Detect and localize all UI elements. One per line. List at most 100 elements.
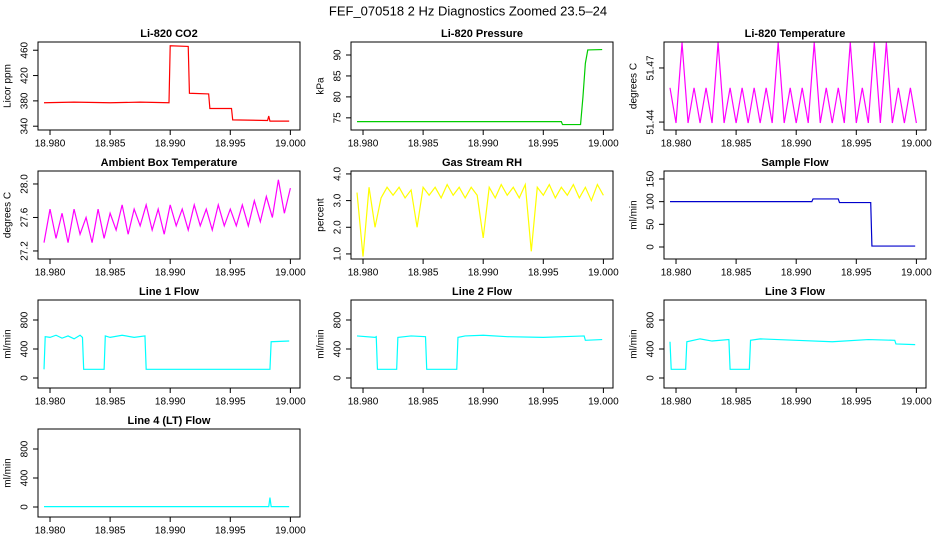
y-axis-label: degrees C: [3, 192, 14, 238]
y-tick-label: 800: [20, 440, 31, 457]
data-line: [356, 334, 603, 370]
plot-frame: [663, 299, 927, 389]
y-axis-label: kPa: [316, 77, 327, 95]
x-tick-label: 18.980: [35, 397, 66, 408]
y-axis-label: Licor ppm: [3, 64, 14, 108]
x-tick-label: 18.985: [95, 139, 126, 150]
plot-frame: [37, 170, 301, 260]
x-tick-label: 18.990: [155, 139, 186, 150]
x-tick-label: 18.985: [721, 397, 752, 408]
y-tick-label: 0: [20, 504, 31, 510]
x-tick-label: 18.985: [721, 268, 752, 279]
x-tick-label: 18.985: [95, 526, 126, 537]
x-tick-label: 18.995: [215, 139, 246, 150]
panel-title: Line 3 Flow: [765, 286, 825, 298]
x-tick-label: 19.000: [901, 268, 932, 279]
x-tick-label: 18.980: [348, 139, 379, 150]
x-tick-label: 18.995: [528, 397, 559, 408]
x-tick-label: 18.995: [528, 139, 559, 150]
x-tick-label: 19.000: [588, 397, 619, 408]
x-tick-label: 18.990: [468, 268, 499, 279]
x-tick-label: 18.980: [35, 526, 66, 537]
x-tick-label: 19.000: [588, 139, 619, 150]
x-tick-label: 18.990: [468, 397, 499, 408]
y-axis-label: ml/min: [629, 200, 640, 229]
y-tick-label: 340: [20, 117, 31, 134]
panel-title: Li-820 Temperature: [745, 28, 846, 40]
x-tick-label: 18.995: [841, 139, 872, 150]
x-tick-label: 18.990: [468, 139, 499, 150]
plot-frame: [350, 299, 614, 389]
panel-title: Li-820 Pressure: [441, 28, 523, 40]
x-tick-label: 18.980: [661, 397, 692, 408]
plot-frame: [350, 41, 614, 131]
y-tick-label: 1.0: [333, 247, 344, 261]
x-tick-label: 18.990: [781, 397, 812, 408]
x-tick-label: 18.995: [528, 268, 559, 279]
y-tick-label: 400: [20, 469, 31, 486]
x-tick-label: 18.990: [155, 526, 186, 537]
y-tick-label: 28.0: [20, 174, 31, 194]
y-tick-label: 800: [646, 311, 657, 328]
y-tick-label: 400: [333, 340, 344, 357]
panel-title: Gas Stream RH: [442, 157, 522, 169]
plot-frame: [350, 170, 614, 260]
x-tick-label: 18.985: [721, 139, 752, 150]
x-tick-label: 19.000: [901, 139, 932, 150]
x-tick-label: 18.980: [661, 139, 692, 150]
x-tick-label: 18.980: [348, 397, 379, 408]
y-tick-label: 400: [20, 340, 31, 357]
x-tick-label: 18.995: [215, 268, 246, 279]
plot-frame: [37, 428, 301, 518]
x-tick-label: 18.990: [155, 397, 186, 408]
x-tick-label: 19.000: [275, 268, 306, 279]
y-tick-label: 0: [646, 244, 657, 250]
x-tick-label: 19.000: [275, 139, 306, 150]
y-tick-label: 0: [20, 375, 31, 381]
plot-frame: [37, 299, 301, 389]
x-tick-label: 18.995: [215, 526, 246, 537]
y-tick-label: 4.0: [333, 167, 344, 181]
y-tick-label: 27.6: [20, 207, 31, 227]
x-tick-label: 18.985: [95, 397, 126, 408]
panel-title: Line 4 (LT) Flow: [128, 415, 211, 427]
y-tick-label: 100: [646, 193, 657, 210]
panel-title: Sample Flow: [761, 157, 829, 169]
x-tick-label: 19.000: [275, 397, 306, 408]
y-axis-label: ml/min: [3, 329, 14, 358]
y-axis-label: ml/min: [316, 329, 327, 358]
x-tick-label: 18.990: [155, 268, 186, 279]
data-line: [356, 182, 604, 257]
y-tick-label: 400: [646, 340, 657, 357]
plot-frame: [663, 41, 927, 131]
panel-title: Line 2 Flow: [452, 286, 512, 298]
plot-frame: [663, 170, 927, 260]
y-tick-label: 800: [333, 311, 344, 328]
data-line: [669, 338, 916, 370]
data-line: [357, 48, 603, 126]
data-line: [43, 179, 291, 243]
y-tick-label: 27.2: [20, 241, 31, 261]
y-tick-label: 3.0: [333, 193, 344, 207]
panel-title: Li-820 CO2: [140, 28, 197, 40]
data-line: [43, 45, 290, 122]
y-tick-label: 0: [646, 375, 657, 381]
y-tick-label: 460: [20, 41, 31, 58]
x-tick-label: 18.995: [215, 397, 246, 408]
x-tick-label: 18.990: [781, 139, 812, 150]
data-line: [43, 334, 290, 370]
data-line: [669, 42, 917, 124]
y-tick-label: 51.47: [646, 55, 657, 80]
y-tick-label: 80: [333, 91, 344, 103]
page-title: FEF_070518 2 Hz Diagnostics Zoomed 23.5–…: [329, 3, 607, 18]
y-tick-label: 0: [333, 375, 344, 381]
y-tick-label: 800: [20, 311, 31, 328]
x-tick-label: 18.985: [408, 268, 439, 279]
x-tick-label: 18.980: [35, 139, 66, 150]
x-tick-label: 18.985: [408, 139, 439, 150]
x-tick-label: 18.990: [781, 268, 812, 279]
x-tick-label: 19.000: [275, 526, 306, 537]
y-tick-label: 90: [333, 49, 344, 61]
data-line: [670, 198, 916, 247]
